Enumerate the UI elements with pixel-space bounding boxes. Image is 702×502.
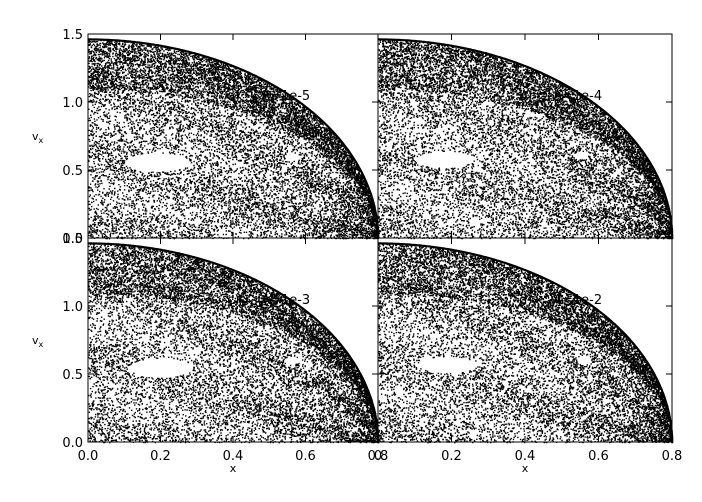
boundary-curve	[88, 242, 380, 443]
scatter-points	[378, 243, 674, 444]
x-tick-label: 0.4	[223, 449, 244, 464]
panel-annotation: A=1e-4	[553, 89, 602, 104]
panel-annotation: A=1e-5	[261, 89, 310, 104]
panel-0: 0.0 0.5 1.0 1.5 vx a) A=1e-5	[32, 28, 380, 247]
y-tick-label: 1.5	[62, 28, 83, 43]
y-tick-label: 1.0	[62, 300, 83, 315]
scatter-points	[88, 243, 380, 444]
x-tick-label: 0.2	[150, 449, 171, 464]
panel-label: b)	[519, 89, 532, 104]
panel-label: a)	[227, 89, 240, 104]
y-tick-label: 1.0	[62, 96, 83, 111]
boundary-curve	[378, 242, 674, 443]
panel-3: 0 0.2 0.4 0.6 0.8 x d) A=1e-2	[374, 237, 683, 475]
x-tick-label: 0.6	[295, 449, 316, 464]
boundary-curve	[88, 38, 380, 239]
y-tick-label: 0.0	[62, 436, 83, 451]
y-tick-label: 0.0	[62, 232, 83, 247]
x-tick-label: 0.8	[368, 449, 389, 464]
scatter-points	[378, 39, 674, 240]
panels: 0.0 0.5 1.0 1.5 vx a) A=1e-5 b) A=1e-4 0.0 0.5 1.0 1…	[32, 28, 682, 475]
panel-1: b) A=1e-4	[377, 33, 674, 240]
x-tick-label: 0	[374, 449, 382, 464]
x-axis-label: x	[522, 462, 529, 475]
y-axis-subscript: x	[39, 136, 44, 145]
x-tick-label: 0.0	[78, 449, 99, 464]
y-tick-label: 0.5	[62, 368, 83, 383]
panel-annotation: A=1e-3	[261, 293, 310, 308]
scatter-points	[88, 39, 380, 240]
x-tick-label: 0.8	[662, 449, 683, 464]
y-axis-subscript: x	[39, 340, 44, 349]
y-tick-label: 1.5	[62, 232, 83, 247]
y-axis-label: vx	[32, 334, 44, 349]
y-tick-label: 0.5	[62, 164, 83, 179]
panel-label: c)	[227, 293, 239, 308]
x-tick-label: 0.6	[588, 449, 609, 464]
panel-label: d)	[519, 293, 532, 308]
x-axis-label: x	[230, 462, 237, 475]
x-tick-label: 0.2	[441, 449, 462, 464]
boundary-curve	[378, 38, 674, 239]
x-tick-label: 0.4	[515, 449, 536, 464]
y-axis-label: vx	[32, 130, 44, 145]
panel-annotation: A=1e-2	[553, 293, 602, 308]
